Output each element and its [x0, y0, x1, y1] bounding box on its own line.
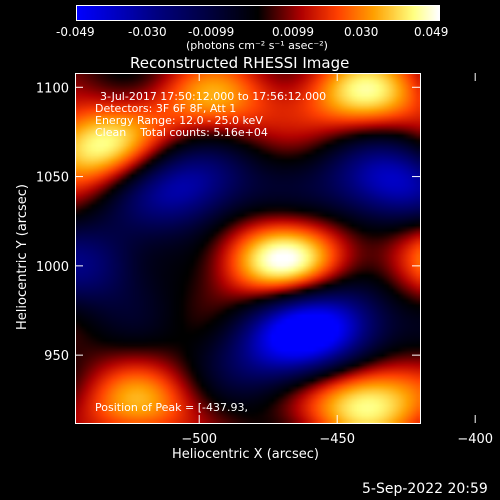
y-axis-label: Heliocentric Y (arcsec)	[15, 184, 30, 330]
colorbar-tick-label-2: -0.0099	[188, 25, 235, 39]
footer-timestamp: 5-Sep-2022 20:59	[362, 481, 488, 497]
annotation-total-counts: Clean Total counts: 5.16e+04	[95, 126, 268, 139]
colorbar-tick-label-5: 0.049	[414, 25, 449, 39]
chart-title: Reconstructed RHESSI Image	[130, 54, 350, 72]
colorbar	[76, 5, 440, 21]
x-tick-label: −500	[181, 432, 217, 447]
y-tick-label: 1000	[36, 260, 69, 275]
x-tick-label: −450	[319, 432, 355, 447]
annotation-peak-position: Position of Peak = [-437.93,	[95, 401, 249, 414]
y-tick-label: 1100	[36, 81, 69, 96]
heatmap-image	[75, 73, 420, 423]
colorbar-unit-label: (photons cm⁻² s⁻¹ asec⁻²)	[186, 39, 328, 52]
annotation-energy-range: Energy Range: 12.0 - 25.0 keV	[95, 114, 263, 127]
colorbar-tick-label-0: -0.049	[56, 25, 95, 39]
plot-frame	[75, 73, 421, 424]
annotation-time-range: 3-Jul-2017 17:50:12.000 to 17:56:12.000	[100, 90, 327, 103]
colorbar-tick-label-4: 0.030	[344, 25, 379, 39]
y-tick-label: 1050	[36, 171, 69, 186]
x-axis-label: Heliocentric X (arcsec)	[172, 447, 319, 462]
colorbar-tick-label-1: -0.030	[128, 25, 167, 39]
annotation-detectors: Detectors: 3F 6F 8F, Att 1	[95, 102, 237, 115]
x-tick-label: −400	[457, 432, 493, 447]
y-tick-label: 950	[44, 349, 69, 364]
colorbar-tick-label-3: 0.0099	[272, 25, 314, 39]
